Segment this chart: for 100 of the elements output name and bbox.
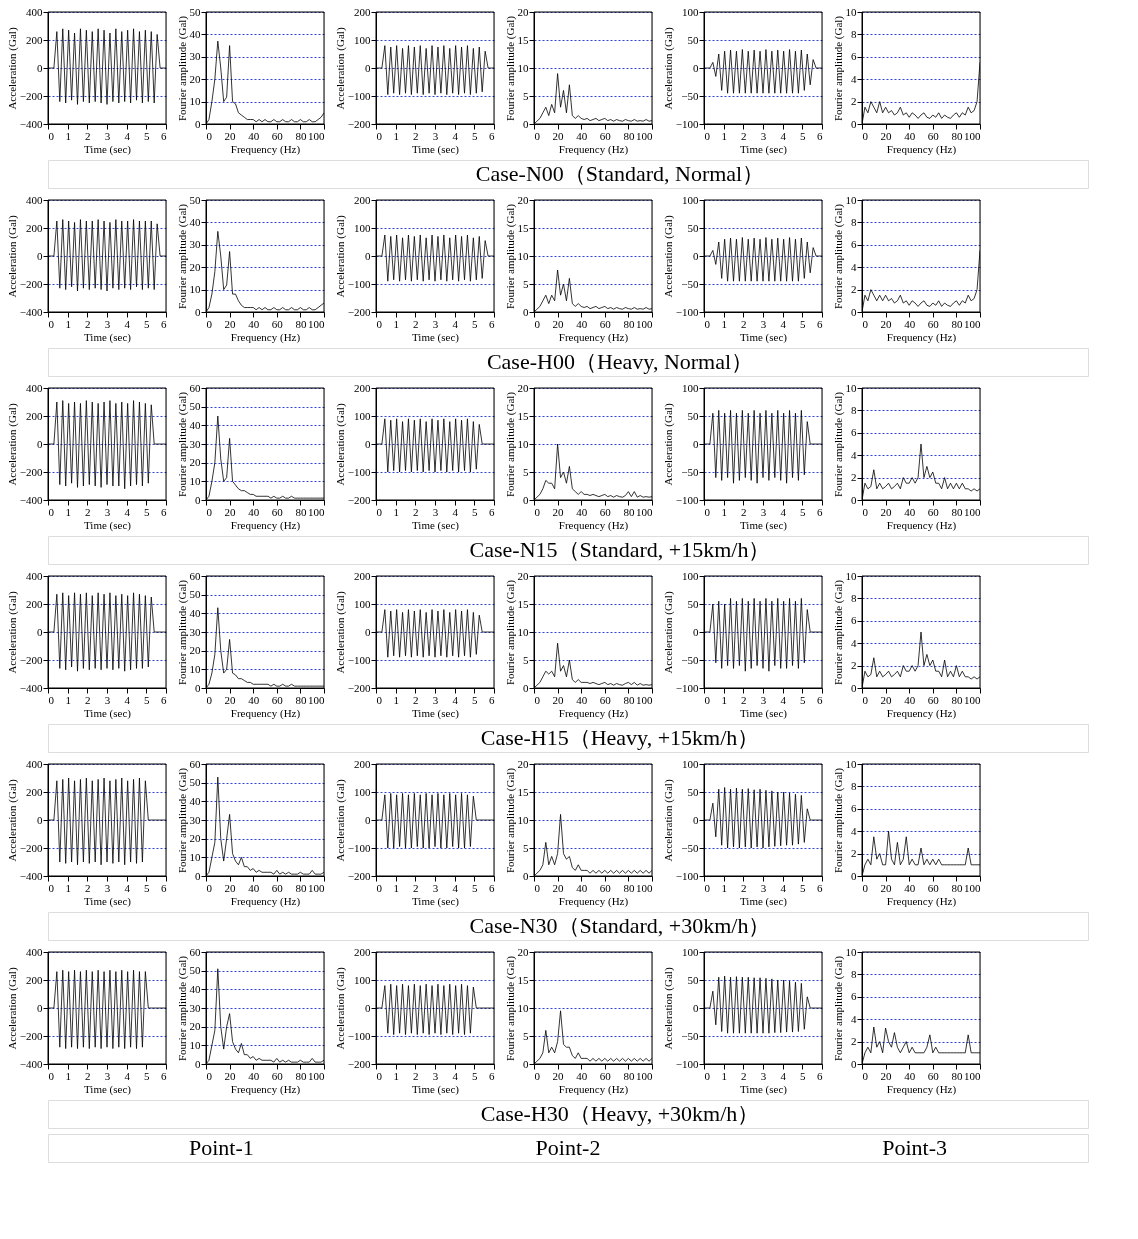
x-tick-label: 5: [472, 317, 479, 330]
y-axis-title: Fourier amplitude (Gal): [831, 955, 845, 1062]
y-axis-title: Fourier amplitude (Gal): [175, 955, 189, 1062]
x-tick-label: 0: [534, 1069, 541, 1082]
y-tick-label: 10: [189, 662, 201, 675]
x-tick-label: 4: [780, 1069, 787, 1082]
x-axis-title: Time (sec): [84, 1082, 132, 1096]
y-tick-label: 0: [523, 305, 529, 318]
x-tick-label: 6: [817, 693, 823, 706]
y-tick-label: 2: [851, 847, 857, 860]
y-tick-label: −100: [347, 89, 371, 102]
y-tick-label: 50: [189, 588, 201, 601]
x-tick-label: 40: [904, 505, 916, 518]
y-tick-label: 20: [517, 945, 529, 958]
y-axis-title: Acceleration (Gal): [333, 215, 347, 298]
y-tick-label: 0: [851, 681, 857, 694]
y-tick-label: 0: [693, 625, 699, 638]
x-tick-label: 4: [452, 505, 459, 518]
y-tick-label: 0: [37, 61, 43, 74]
y-tick-label: 20: [189, 644, 201, 657]
x-tick-label: 80: [295, 129, 307, 142]
x-tick-label: 80: [951, 881, 963, 894]
y-tick-label: 0: [195, 117, 201, 130]
x-tick-label: 0: [534, 693, 541, 706]
y-tick-label: 2: [851, 283, 857, 296]
x-tick-label: 60: [927, 505, 940, 518]
x-tick-label: 6: [817, 881, 823, 894]
y-tick-label: 400: [26, 381, 43, 394]
x-tick-label: 0: [206, 1069, 213, 1082]
x-tick-label: 4: [780, 505, 787, 518]
x-tick-label: 0: [206, 505, 213, 518]
x-tick-label: 40: [248, 881, 260, 894]
x-tick-label: 5: [800, 1069, 807, 1082]
y-tick-label: −400: [19, 869, 43, 882]
x-tick-label: 0: [862, 505, 869, 518]
x-tick-label: 100: [636, 1069, 653, 1082]
x-tick-label: 60: [271, 505, 284, 518]
y-tick-label: 100: [354, 33, 371, 46]
y-axis-title: Acceleration (Gal): [661, 967, 675, 1050]
y-axis-title: Acceleration (Gal): [661, 779, 675, 862]
x-tick-label: 0: [862, 129, 869, 142]
text: Case-N00（Standard, Normal）: [475, 161, 765, 186]
y-tick-label: −50: [681, 89, 699, 102]
x-tick-label: 60: [927, 693, 940, 706]
x-tick-label: 4: [452, 693, 459, 706]
x-tick-label: 0: [534, 317, 541, 330]
y-tick-label: 400: [26, 569, 43, 582]
x-tick-label: 0: [534, 881, 541, 894]
y-tick-label: 10: [517, 437, 529, 450]
y-tick-label: 400: [26, 193, 43, 206]
y-tick-label: 15: [517, 597, 529, 610]
x-tick-label: 5: [800, 505, 807, 518]
x-tick-label: 60: [271, 1069, 284, 1082]
y-tick-label: 20: [517, 193, 529, 206]
x-tick-label: 20: [552, 317, 565, 330]
y-axis-title: Fourier amplitude (Gal): [503, 955, 517, 1062]
y-tick-label: 0: [365, 625, 371, 638]
x-tick-label: 6: [489, 129, 495, 142]
x-tick-label: 5: [800, 881, 807, 894]
x-tick-label: 0: [704, 129, 711, 142]
x-axis-title: Frequency (Hz): [558, 518, 629, 532]
y-tick-label: 200: [354, 569, 371, 582]
x-tick-label: 6: [817, 505, 823, 518]
y-tick-label: 200: [26, 221, 43, 234]
x-axis-title: Time (sec): [740, 706, 788, 720]
x-tick-label: 3: [104, 1069, 111, 1082]
x-tick-label: 40: [904, 1069, 916, 1082]
x-tick-label: 100: [964, 693, 981, 706]
x-tick-label: 4: [124, 1069, 131, 1082]
y-tick-label: 0: [523, 117, 529, 130]
x-tick-label: 3: [104, 129, 111, 142]
x-tick-label: 5: [144, 1069, 151, 1082]
y-tick-label: 40: [189, 418, 201, 431]
x-tick-label: 0: [862, 881, 869, 894]
y-axis-title: Acceleration (Gal): [5, 591, 19, 674]
x-tick-label: 3: [760, 693, 767, 706]
x-tick-label: 80: [295, 317, 307, 330]
y-axis-title: Fourier amplitude (Gal): [175, 203, 189, 310]
y-tick-label: −200: [347, 681, 371, 694]
x-axis-title: Time (sec): [740, 1082, 788, 1096]
x-tick-label: 80: [951, 693, 963, 706]
y-axis-title: Acceleration (Gal): [5, 967, 19, 1050]
y-tick-label: 0: [37, 625, 43, 638]
x-tick-label: 4: [452, 1069, 459, 1082]
y-tick-label: 30: [189, 50, 201, 63]
x-tick-label: 3: [104, 505, 111, 518]
x-tick-label: 1: [721, 129, 727, 142]
y-tick-label: 200: [26, 973, 43, 986]
y-tick-label: 200: [354, 5, 371, 18]
x-tick-label: 100: [636, 881, 653, 894]
y-tick-label: 20: [517, 569, 529, 582]
x-axis-title: Frequency (Hz): [558, 706, 629, 720]
x-tick-label: 40: [576, 693, 588, 706]
y-tick-label: 10: [189, 1038, 201, 1051]
y-tick-label: 6: [851, 990, 857, 1003]
y-axis-title: Fourier amplitude (Gal): [831, 767, 845, 874]
x-tick-label: 40: [248, 505, 260, 518]
x-tick-label: 0: [376, 693, 383, 706]
y-tick-label: −400: [19, 1057, 43, 1070]
y-tick-label: −400: [19, 305, 43, 318]
